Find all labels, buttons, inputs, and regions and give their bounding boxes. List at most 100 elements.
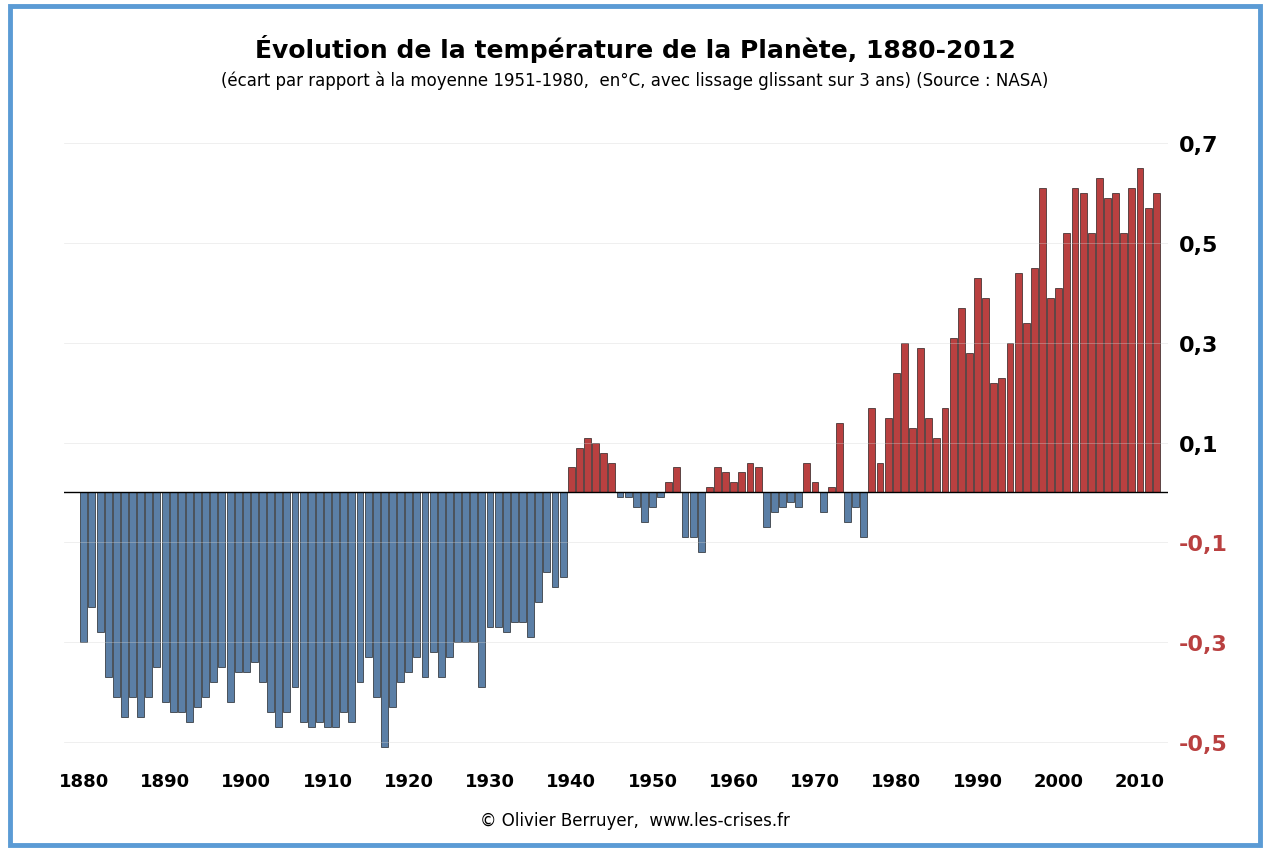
Bar — [1007, 343, 1013, 492]
Bar — [673, 468, 681, 492]
Bar — [1137, 169, 1143, 492]
Bar — [697, 492, 705, 553]
Bar — [568, 468, 575, 492]
Bar — [170, 492, 177, 712]
Bar — [218, 492, 225, 667]
Bar — [429, 492, 437, 653]
Bar — [974, 279, 980, 492]
Text: Évolution de la température de la Planète, 1880-2012: Évolution de la température de la Planèt… — [254, 36, 1016, 63]
Bar — [357, 492, 363, 682]
Bar — [137, 492, 144, 717]
Bar — [544, 492, 550, 573]
Bar — [575, 448, 583, 492]
Bar — [462, 492, 469, 642]
Bar — [1063, 233, 1071, 492]
Bar — [145, 492, 152, 697]
Bar — [845, 492, 851, 523]
Bar — [787, 492, 794, 503]
Bar — [283, 492, 291, 712]
Bar — [202, 492, 210, 697]
Bar — [503, 492, 509, 632]
Text: (écart par rapport à la moyenne 1951-1980,  en°C, avec lissage glissant sur 3 an: (écart par rapport à la moyenne 1951-198… — [221, 72, 1049, 90]
Bar — [154, 492, 160, 667]
Bar — [1113, 194, 1119, 492]
Bar — [161, 492, 169, 702]
Bar — [113, 492, 119, 697]
Text: 1920: 1920 — [384, 772, 434, 790]
Bar — [194, 492, 201, 707]
Bar — [763, 492, 770, 527]
Bar — [917, 348, 925, 492]
Bar — [373, 492, 380, 697]
Bar — [885, 418, 892, 492]
Bar — [1015, 273, 1021, 492]
Bar — [479, 492, 485, 687]
Bar — [381, 492, 387, 747]
Text: 1970: 1970 — [790, 772, 839, 790]
Bar — [1048, 298, 1054, 492]
Bar — [714, 468, 721, 492]
Bar — [592, 443, 599, 492]
Bar — [519, 492, 526, 622]
Bar — [422, 492, 428, 677]
Bar — [754, 468, 762, 492]
Bar — [414, 492, 420, 657]
Bar — [333, 492, 339, 727]
Bar — [398, 492, 404, 682]
Bar — [893, 373, 899, 492]
Bar — [601, 453, 607, 492]
Bar — [804, 463, 810, 492]
Text: 1940: 1940 — [546, 772, 597, 790]
Bar — [747, 463, 753, 492]
Bar — [560, 492, 566, 578]
Text: 1890: 1890 — [140, 772, 190, 790]
Bar — [649, 492, 657, 508]
Bar — [251, 492, 258, 662]
Bar — [876, 463, 884, 492]
Bar — [446, 492, 453, 657]
Bar — [730, 483, 737, 492]
Bar — [276, 492, 282, 727]
Bar — [178, 492, 184, 712]
Bar — [324, 492, 331, 727]
Bar — [226, 492, 234, 702]
Bar — [1080, 194, 1087, 492]
Bar — [1088, 233, 1095, 492]
Bar — [933, 438, 940, 492]
Bar — [690, 492, 696, 538]
Bar — [812, 483, 818, 492]
Bar — [1055, 289, 1062, 492]
Bar — [316, 492, 323, 722]
Text: 2010: 2010 — [1115, 772, 1165, 790]
Bar — [616, 492, 624, 498]
Bar — [307, 492, 315, 727]
Text: 1930: 1930 — [465, 772, 516, 790]
Bar — [909, 428, 916, 492]
Text: 1990: 1990 — [952, 772, 1002, 790]
Bar — [641, 492, 648, 523]
Bar — [723, 473, 729, 492]
Bar — [998, 378, 1006, 492]
Bar — [348, 492, 356, 722]
Bar — [300, 492, 306, 722]
Bar — [982, 298, 989, 492]
Bar — [958, 308, 965, 492]
Bar — [632, 492, 640, 508]
Bar — [836, 423, 843, 492]
Bar — [389, 492, 396, 707]
Bar — [405, 492, 413, 672]
Bar — [340, 492, 347, 712]
Bar — [97, 492, 104, 632]
Text: © Olivier Berruyer,  www.les-crises.fr: © Olivier Berruyer, www.les-crises.fr — [480, 810, 790, 829]
Bar — [185, 492, 193, 722]
Bar — [682, 492, 688, 538]
Bar — [779, 492, 786, 508]
Bar — [991, 383, 997, 492]
Bar — [104, 492, 112, 677]
Bar — [819, 492, 827, 513]
Bar — [130, 492, 136, 697]
Text: 2000: 2000 — [1034, 772, 1083, 790]
Bar — [1128, 189, 1135, 492]
Bar — [1120, 233, 1128, 492]
Bar — [738, 473, 745, 492]
